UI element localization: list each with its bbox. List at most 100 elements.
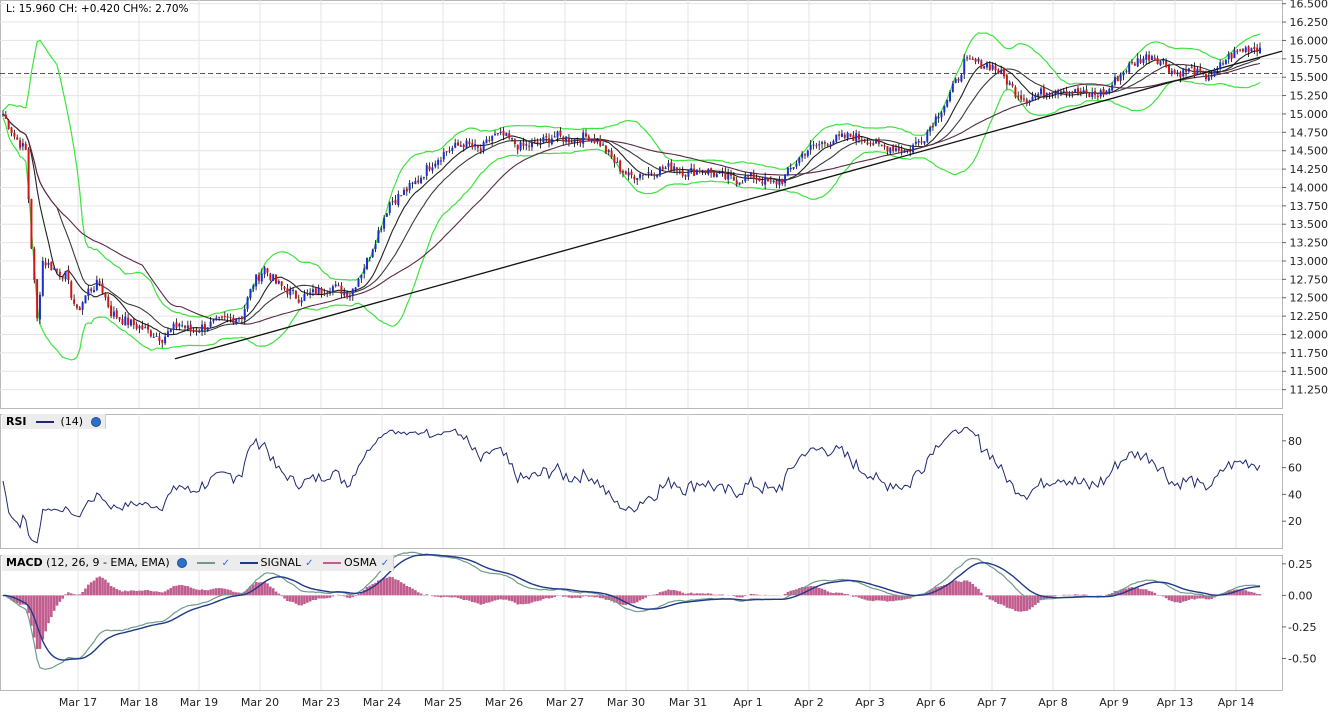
osma-bar xyxy=(834,592,838,596)
candle-body xyxy=(991,64,994,70)
candle-body xyxy=(846,132,849,139)
osma-bar xyxy=(342,595,346,597)
candle-body xyxy=(971,58,974,60)
candle-body xyxy=(127,317,130,325)
osma-bar xyxy=(1176,595,1179,603)
candle-body xyxy=(809,144,812,150)
osma-bar xyxy=(749,593,753,596)
candle-body xyxy=(1051,93,1054,95)
macd-label[interactable]: MACD (12, 26, 9 - EMA, EMA) ✓ SIGNAL ✓ OS… xyxy=(2,555,395,571)
candle-body xyxy=(596,139,599,143)
osma-bar xyxy=(1039,595,1043,601)
price-chart[interactable] xyxy=(0,32,1283,361)
candle-body xyxy=(1233,50,1236,58)
osma-bar xyxy=(143,590,147,596)
candle-body xyxy=(493,133,496,135)
osma-bar xyxy=(687,593,690,596)
osma-bar xyxy=(988,595,992,600)
candle-body xyxy=(240,316,243,320)
candle-body xyxy=(556,131,559,138)
y-tick-label: 13.750 xyxy=(1290,200,1329,213)
osma-bar xyxy=(516,595,520,605)
candle-body xyxy=(573,138,576,143)
candle-body xyxy=(983,66,986,69)
osma-bar xyxy=(308,595,312,602)
check-icon[interactable]: ✓ xyxy=(305,558,314,569)
osma-bar xyxy=(672,590,676,596)
candle-body xyxy=(1071,91,1074,94)
rsi-label[interactable]: RSI (14) xyxy=(2,414,106,429)
osma-bar xyxy=(320,595,323,599)
candle-body xyxy=(767,178,770,182)
osma-bar xyxy=(1119,589,1122,596)
osma-bar xyxy=(945,583,949,596)
osma-bar xyxy=(249,586,252,596)
osma-bar xyxy=(1076,594,1080,596)
signal-swatch xyxy=(239,562,258,564)
osma-bar xyxy=(84,588,87,596)
candle-body xyxy=(115,310,118,318)
osma-bar xyxy=(1051,595,1054,598)
osma-bar xyxy=(721,594,724,596)
candle-body xyxy=(1022,98,1025,100)
osma-bar xyxy=(1238,589,1242,596)
macd-chart[interactable] xyxy=(1,551,1262,670)
candle-body xyxy=(10,127,13,134)
rsi-chart[interactable] xyxy=(2,426,1261,544)
candle-body xyxy=(1005,75,1008,85)
osma-bar xyxy=(101,577,104,596)
candle-body xyxy=(417,180,420,183)
osma-bar xyxy=(684,593,687,596)
osma-bar xyxy=(178,585,181,596)
candle-body xyxy=(206,327,209,330)
candle-body xyxy=(658,167,661,176)
osma-bar xyxy=(183,585,187,596)
candle-body xyxy=(931,126,934,128)
candle-body xyxy=(525,144,528,146)
osma-bar xyxy=(459,595,463,599)
check-icon[interactable]: ✓ xyxy=(380,558,390,569)
candle-body xyxy=(570,142,573,144)
osma-bar xyxy=(294,595,298,604)
osma-bar xyxy=(1244,590,1248,596)
osma-bar xyxy=(456,595,460,598)
osma-bar xyxy=(667,589,670,596)
osma-bar xyxy=(399,582,403,596)
candle-body xyxy=(636,178,639,180)
osma-bar xyxy=(317,595,320,599)
candle-body xyxy=(286,288,289,295)
osma-bar xyxy=(547,595,551,599)
check-icon[interactable]: ✓ xyxy=(221,558,231,569)
candle-body xyxy=(195,329,198,332)
candle-body xyxy=(98,281,101,284)
candle-body xyxy=(300,300,303,303)
candle-body xyxy=(175,322,178,328)
osma-bar xyxy=(337,594,340,596)
osma-bar xyxy=(126,591,130,596)
x-tick-label: Mar 19 xyxy=(180,696,218,709)
candle-body xyxy=(835,134,838,142)
osma-bar xyxy=(485,595,488,603)
osma-bar xyxy=(1170,595,1174,602)
candle-body xyxy=(616,162,619,164)
candle-body xyxy=(110,305,113,316)
osma-bar xyxy=(573,595,576,598)
candle-body xyxy=(661,166,664,170)
candle-body xyxy=(294,290,297,299)
candle-body xyxy=(818,144,821,146)
settings-icon[interactable] xyxy=(177,558,188,568)
candle-body xyxy=(886,146,889,152)
candle-body xyxy=(789,167,792,169)
settings-icon[interactable] xyxy=(90,417,101,427)
signal-label: SIGNAL xyxy=(260,556,302,569)
candle-body xyxy=(331,286,334,292)
y-tick-label: 15.250 xyxy=(1290,90,1329,103)
candle-body xyxy=(664,167,667,169)
osma-bar xyxy=(297,595,301,606)
price-info: L: 15.960 CH: +0.420 CH%: 2.70% xyxy=(6,3,189,15)
osma-bar xyxy=(394,579,397,596)
candle-body xyxy=(795,163,798,167)
candle-body xyxy=(872,143,875,145)
osma-bar xyxy=(971,583,975,596)
osma-bar xyxy=(755,594,758,596)
